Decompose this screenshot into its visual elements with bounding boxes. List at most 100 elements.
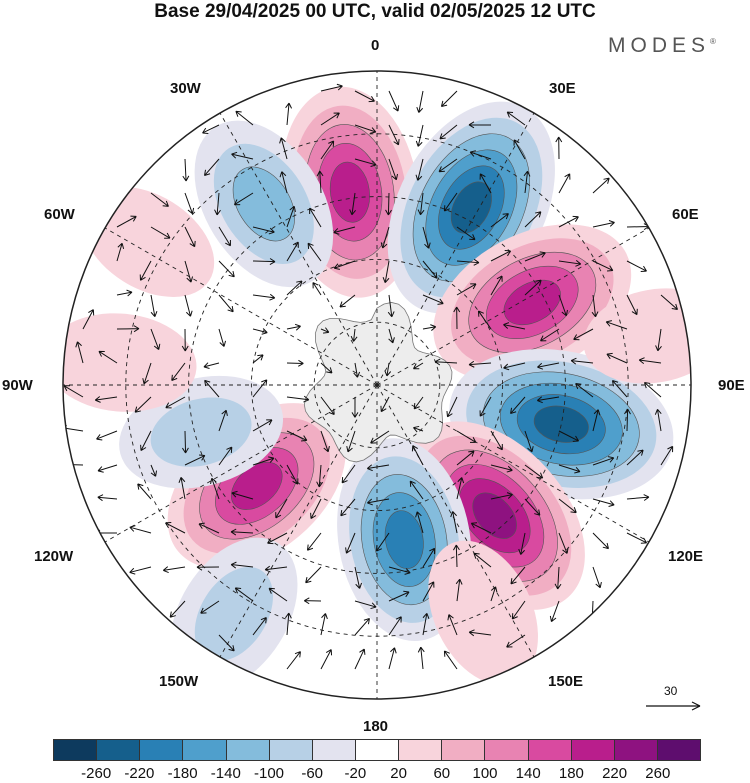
wind-arrow (536, 396, 560, 404)
wind-arrow (388, 124, 400, 146)
wind-arrow (660, 445, 674, 466)
colorbar-segment (311, 740, 355, 760)
wind-arrow (252, 258, 276, 265)
wind-arrow (524, 498, 541, 516)
wind-arrow (626, 494, 650, 501)
wind-arrow (385, 192, 392, 216)
wind-arrow (380, 396, 390, 413)
colorbar-tick-label: -180 (167, 765, 198, 782)
wind-arrow (422, 226, 431, 249)
wind-arrow (415, 158, 424, 181)
wind-arrow (150, 192, 169, 207)
wind-arrow (140, 430, 152, 452)
wind-arrow (129, 525, 152, 534)
wind-arrow (354, 124, 377, 134)
wind-arrow (285, 612, 292, 636)
wind-arrow (286, 205, 296, 228)
wind-arrow (196, 563, 220, 571)
wind-arrow (214, 192, 221, 216)
wind-arrow (388, 158, 399, 181)
colorbar-tick-label: 60 (433, 765, 451, 782)
colorbar-segment (54, 740, 97, 760)
wind-arrow (591, 294, 599, 318)
anomaly-contour (194, 566, 274, 662)
wind-arrow (286, 323, 301, 331)
wind-arrow (218, 226, 231, 247)
wind-arrow (333, 260, 356, 270)
anomaly-contour (533, 405, 589, 443)
graticule (63, 71, 691, 699)
lon-label-120e: 120E (668, 548, 704, 565)
wind-arrow (592, 532, 609, 550)
wind-arrow (218, 260, 235, 278)
wind-arrow (446, 396, 458, 418)
wind-arrow (654, 408, 662, 432)
wind-arrow (518, 532, 526, 555)
map-border (62, 70, 692, 700)
wind-arrow (286, 280, 303, 296)
wind-arrow (252, 354, 264, 364)
wind-arrow (592, 498, 615, 507)
wind-arrow (455, 578, 463, 602)
wind-arrow (592, 220, 615, 228)
wind-arrow (554, 566, 562, 590)
lon-label-90w: 90W (2, 377, 33, 394)
colorbar-segment (96, 740, 140, 760)
wind-arrow (558, 430, 580, 442)
wind-arrow (503, 322, 526, 330)
wind-arrow (165, 522, 186, 534)
wind-arrow (416, 90, 424, 113)
lon-label-120w: 120W (34, 548, 74, 565)
wind-arrow (320, 112, 340, 126)
colorbar-tick-label: 220 (602, 765, 628, 782)
wind-arrow (456, 450, 475, 466)
colorbar-segment (441, 740, 485, 760)
wind-arrow (116, 325, 140, 333)
anomaly-contour (329, 161, 370, 223)
wind-arrow (218, 634, 235, 652)
wind-arrow (350, 328, 358, 342)
wind-arrow (438, 158, 458, 173)
wind-arrow (354, 648, 366, 670)
wind-arrow (626, 532, 648, 544)
colorbar-tick-label: -20 (344, 765, 367, 782)
wind-arrow (468, 629, 492, 637)
wind-arrow (388, 566, 411, 575)
reference-vector (646, 701, 701, 711)
latitude-circle (188, 196, 566, 574)
wind-arrow (479, 173, 492, 194)
colorbar-tick-label: 100 (472, 765, 498, 782)
wind-arrow (286, 395, 310, 403)
anomaly-contour (472, 492, 517, 539)
reference-vector-label: 30 (664, 684, 678, 698)
wind-arrow (200, 600, 220, 614)
wind-arrow (382, 260, 390, 283)
colorbar (53, 739, 701, 761)
wind-arrow (75, 341, 84, 364)
wind-arrow (605, 320, 628, 330)
wind-arrow (592, 177, 610, 194)
wind-arrow (340, 498, 356, 517)
wind-arrow (307, 242, 322, 262)
wind-arrow (286, 464, 299, 485)
wind-arrow (233, 192, 254, 206)
wind-arrow (320, 327, 330, 334)
wind-arrow (116, 242, 125, 262)
wind-arrow (477, 310, 492, 330)
wind-arrow (305, 566, 322, 584)
wind-arrow (184, 260, 194, 283)
wind-arrow (387, 294, 395, 318)
wind-arrow (510, 396, 526, 415)
wind-arrow (655, 328, 662, 352)
wind-arrow (231, 151, 254, 160)
wind-arrow (184, 226, 196, 248)
wind-arrow (320, 430, 330, 453)
wind-arrow (470, 522, 492, 534)
wind-arrow (320, 362, 333, 374)
wind-arrow (456, 477, 465, 500)
wind-arrow (231, 490, 254, 500)
wind-arrow (456, 283, 477, 296)
wind-arrow (252, 379, 268, 398)
wind-arrow (345, 532, 356, 554)
wind-arrow (592, 456, 615, 466)
